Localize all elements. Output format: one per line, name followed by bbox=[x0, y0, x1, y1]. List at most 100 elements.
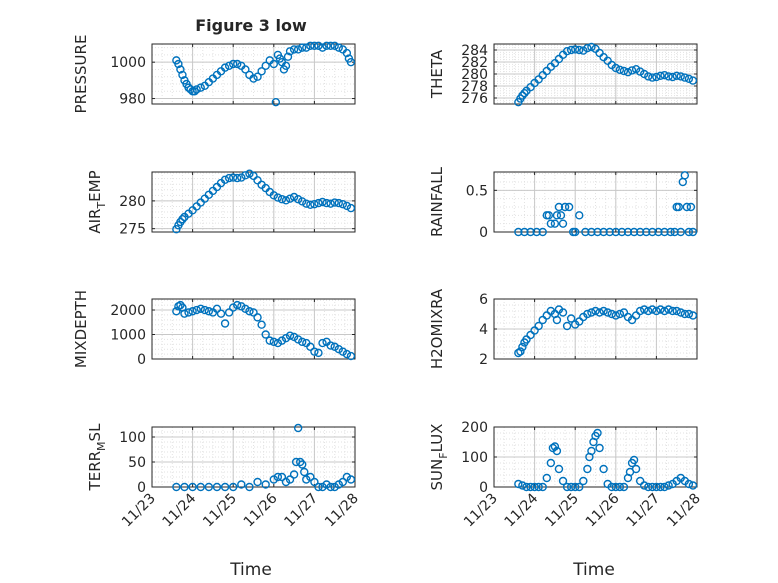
data-point bbox=[228, 173, 238, 182]
subplot-1: 980 1000 PRESSURE bbox=[72, 35, 356, 114]
data-point bbox=[674, 202, 683, 212]
y-tick-label: 6 bbox=[479, 292, 488, 308]
data-point bbox=[518, 342, 527, 352]
data-point bbox=[314, 198, 323, 208]
data-point bbox=[656, 305, 665, 314]
data-point bbox=[617, 227, 627, 237]
data-point bbox=[682, 202, 692, 212]
data-point bbox=[220, 63, 230, 72]
data-point bbox=[552, 315, 562, 325]
data-point bbox=[237, 480, 246, 489]
data-point bbox=[318, 43, 327, 52]
data-point bbox=[607, 482, 616, 492]
data-point bbox=[571, 227, 580, 237]
data-point bbox=[593, 428, 602, 438]
data-point bbox=[656, 71, 665, 81]
data-point bbox=[520, 227, 529, 237]
data-point bbox=[289, 45, 299, 54]
data-point bbox=[241, 65, 250, 74]
data-point bbox=[520, 88, 529, 98]
y-axis-label: AIRTEMP bbox=[86, 170, 108, 233]
data-point bbox=[281, 196, 291, 205]
data-point bbox=[566, 482, 576, 492]
data-point bbox=[326, 482, 335, 492]
data-point bbox=[619, 482, 629, 492]
data-point bbox=[684, 74, 694, 84]
data-point bbox=[534, 321, 543, 331]
y-tick-label: 980 bbox=[119, 92, 146, 108]
data-point bbox=[220, 482, 230, 492]
data-point bbox=[670, 227, 679, 237]
data-point bbox=[680, 171, 690, 180]
data-point bbox=[640, 481, 649, 490]
data-point bbox=[200, 305, 209, 315]
data-point bbox=[178, 70, 187, 80]
data-point bbox=[233, 173, 242, 183]
data-point bbox=[233, 59, 242, 69]
data-point bbox=[346, 203, 356, 213]
data-point bbox=[253, 72, 262, 81]
data-point bbox=[196, 304, 205, 313]
data-point bbox=[652, 482, 661, 492]
data-point bbox=[273, 472, 283, 482]
data-point bbox=[680, 73, 690, 82]
data-point bbox=[277, 472, 287, 482]
data-point bbox=[326, 41, 335, 51]
data-point bbox=[310, 347, 319, 356]
data-point bbox=[579, 46, 588, 55]
y-tick-label: 100 bbox=[119, 430, 146, 446]
data-point bbox=[346, 351, 356, 361]
data-point bbox=[204, 190, 214, 199]
data-point bbox=[186, 85, 195, 94]
data-point bbox=[188, 307, 197, 316]
data-point bbox=[562, 321, 572, 331]
data-point bbox=[342, 349, 352, 359]
data-point bbox=[546, 458, 556, 468]
data-point bbox=[623, 227, 633, 237]
data-point bbox=[566, 314, 576, 323]
y-axis-label: THETA bbox=[428, 49, 446, 99]
data-point bbox=[550, 219, 560, 228]
data-point bbox=[241, 171, 250, 180]
data-point bbox=[204, 307, 214, 316]
y-axis-label: SUNFLUX bbox=[428, 424, 450, 491]
data-point bbox=[583, 464, 592, 474]
data-point bbox=[176, 65, 185, 74]
data-point bbox=[599, 306, 608, 316]
data-point bbox=[285, 475, 295, 484]
data-point bbox=[579, 476, 588, 486]
data-point bbox=[212, 482, 222, 492]
data-point bbox=[684, 309, 694, 319]
data-point bbox=[558, 476, 568, 486]
data-point bbox=[257, 67, 266, 76]
y-tick-label: 4 bbox=[479, 322, 488, 338]
data-point bbox=[648, 482, 657, 492]
data-point bbox=[281, 61, 291, 71]
data-point bbox=[640, 69, 649, 79]
data-point bbox=[310, 41, 319, 51]
data-point bbox=[664, 72, 673, 81]
y-axis-label: PRESSURE bbox=[72, 35, 90, 114]
data-point bbox=[654, 227, 663, 237]
y-axis-label: H2OMIXRA bbox=[428, 288, 446, 369]
data-point bbox=[180, 482, 189, 492]
data-point bbox=[322, 41, 331, 51]
data-point bbox=[228, 482, 238, 492]
data-point bbox=[571, 45, 580, 54]
data-point bbox=[295, 457, 305, 467]
data-point bbox=[245, 307, 254, 316]
data-point bbox=[631, 64, 641, 74]
y-tick-label: 0.5 bbox=[466, 183, 488, 199]
data-point bbox=[176, 300, 185, 310]
data-point bbox=[686, 202, 696, 212]
x-tick-label: 11/25 bbox=[200, 491, 240, 531]
x-tick-label: 11/24 bbox=[502, 490, 542, 530]
data-point bbox=[635, 476, 645, 486]
data-point bbox=[660, 227, 669, 237]
data-point bbox=[587, 42, 596, 52]
data-point bbox=[253, 477, 262, 487]
data-point bbox=[190, 87, 199, 96]
data-point bbox=[322, 198, 331, 208]
data-point bbox=[298, 43, 307, 52]
data-point bbox=[605, 227, 614, 237]
